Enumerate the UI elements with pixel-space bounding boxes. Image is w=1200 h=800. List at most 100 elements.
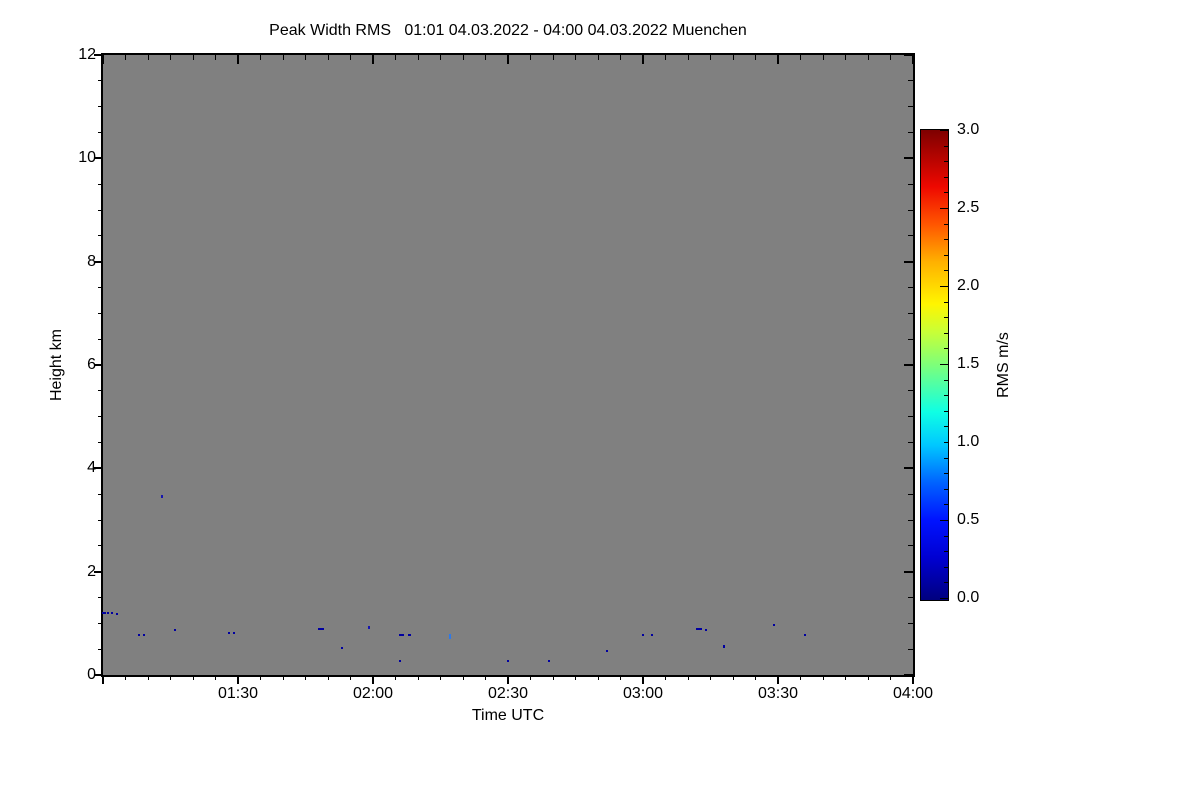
- x-minor-tick: [732, 675, 734, 680]
- data-point: [102, 612, 106, 614]
- x-major-tick-top: [102, 55, 104, 64]
- y-major-tick-right: [904, 674, 913, 676]
- x-minor-tick-top: [395, 55, 396, 60]
- data-point: [399, 660, 401, 663]
- colorbar-minor-tick: [944, 379, 948, 381]
- x-minor-tick-top: [665, 55, 666, 60]
- y-tick-label: 8: [87, 252, 96, 270]
- data-point: [606, 649, 608, 652]
- colorbar-minor-tick: [944, 457, 948, 459]
- y-minor-tick: [98, 519, 103, 521]
- x-minor-tick-top: [755, 55, 756, 60]
- x-minor-tick: [710, 675, 711, 680]
- colorbar-minor-tick: [944, 426, 948, 428]
- colorbar-tick-label: 2.0: [957, 277, 980, 294]
- y-tick-label: 0: [87, 666, 96, 683]
- x-major-tick-top: [642, 55, 644, 64]
- colorbar-major-tick: [940, 598, 948, 599]
- y-minor-tick-right: [908, 209, 913, 211]
- x-minor-tick-top: [800, 55, 801, 60]
- y-minor-tick-right: [908, 622, 913, 624]
- y-minor-tick-right: [908, 235, 913, 237]
- x-minor-tick-top: [147, 55, 149, 60]
- x-minor-tick: [147, 675, 149, 680]
- y-minor-tick: [98, 597, 103, 598]
- x-minor-tick: [552, 675, 554, 680]
- data-point: [367, 625, 370, 629]
- data-point: [642, 633, 644, 636]
- x-major-tick: [642, 675, 644, 684]
- colorbar-title: RMS m/s: [995, 332, 1012, 398]
- y-minor-tick: [98, 132, 103, 133]
- y-minor-tick-right: [908, 106, 913, 108]
- colorbar-minor-tick: [944, 582, 948, 584]
- x-major-tick-top: [507, 55, 509, 64]
- colorbar-minor-tick: [944, 566, 948, 568]
- y-major-tick-right: [904, 157, 913, 160]
- x-major-tick: [237, 675, 239, 684]
- colorbar-minor-tick: [944, 488, 948, 490]
- data-point: [174, 629, 176, 632]
- y-minor-tick: [98, 235, 103, 237]
- colorbar-minor-tick: [944, 410, 948, 412]
- x-minor-tick: [620, 675, 621, 680]
- y-major-tick: [94, 364, 103, 366]
- y-tick-label: 10: [78, 149, 96, 167]
- colorbar-tick-label: 0.5: [957, 511, 980, 528]
- x-minor-tick: [665, 675, 666, 680]
- data-point: [232, 631, 235, 634]
- x-minor-tick: [305, 675, 306, 680]
- x-minor-tick-top: [485, 55, 486, 60]
- data-point: [408, 633, 411, 636]
- x-minor-tick: [485, 675, 486, 680]
- data-point: [448, 634, 451, 640]
- colorbar-minor-tick: [944, 473, 948, 475]
- colorbar-minor-tick: [944, 176, 948, 178]
- colorbar-major-tick: [940, 208, 948, 209]
- x-minor-tick: [530, 675, 531, 680]
- y-minor-tick: [98, 287, 103, 288]
- x-tick-label: 01:30: [217, 685, 259, 702]
- y-major-tick-right: [904, 364, 913, 366]
- y-minor-tick-right: [908, 597, 913, 598]
- x-minor-tick-top: [305, 55, 306, 60]
- x-minor-tick-top: [260, 55, 261, 60]
- data-point: [547, 660, 550, 663]
- x-minor-tick-top: [192, 55, 194, 60]
- y-minor-tick-right: [908, 390, 913, 392]
- y-major-tick: [94, 54, 103, 56]
- x-tick-label: 04:00: [892, 685, 934, 702]
- y-minor-tick: [98, 416, 103, 418]
- y-major-tick: [94, 570, 103, 573]
- y-minor-tick: [98, 493, 103, 495]
- y-major-tick-right: [904, 570, 913, 573]
- colorbar-minor-tick: [944, 192, 948, 194]
- colorbar-minor-tick: [944, 317, 948, 319]
- x-axis-title: Time UTC: [471, 707, 545, 724]
- data-point: [651, 633, 653, 636]
- y-minor-tick: [98, 80, 103, 82]
- x-minor-tick-top: [597, 55, 599, 60]
- x-minor-tick: [170, 675, 171, 680]
- y-minor-tick-right: [908, 493, 913, 495]
- colorbar-tick-label: 3.0: [957, 121, 980, 138]
- data-point: [111, 612, 113, 614]
- y-minor-tick-right: [908, 442, 913, 443]
- colorbar-major-tick: [940, 286, 948, 287]
- y-tick-label: 2: [87, 562, 96, 580]
- data-point: [228, 631, 230, 634]
- x-minor-tick-top: [890, 55, 891, 60]
- data-point: [138, 633, 140, 636]
- x-tick-label: 03:30: [757, 685, 799, 702]
- colorbar-tick-label: 1.5: [957, 355, 980, 372]
- colorbar-minor-tick: [944, 395, 948, 397]
- data-point: [340, 647, 343, 650]
- x-minor-tick-top: [687, 55, 689, 60]
- x-major-tick-top: [372, 55, 374, 64]
- x-tick-label: 03:00: [622, 685, 664, 702]
- y-tick-label: 6: [87, 356, 96, 373]
- colorbar-minor-tick: [944, 239, 948, 241]
- colorbar-tick-label: 0.0: [957, 589, 980, 606]
- x-major-tick: [912, 675, 914, 684]
- y-minor-tick: [98, 106, 103, 108]
